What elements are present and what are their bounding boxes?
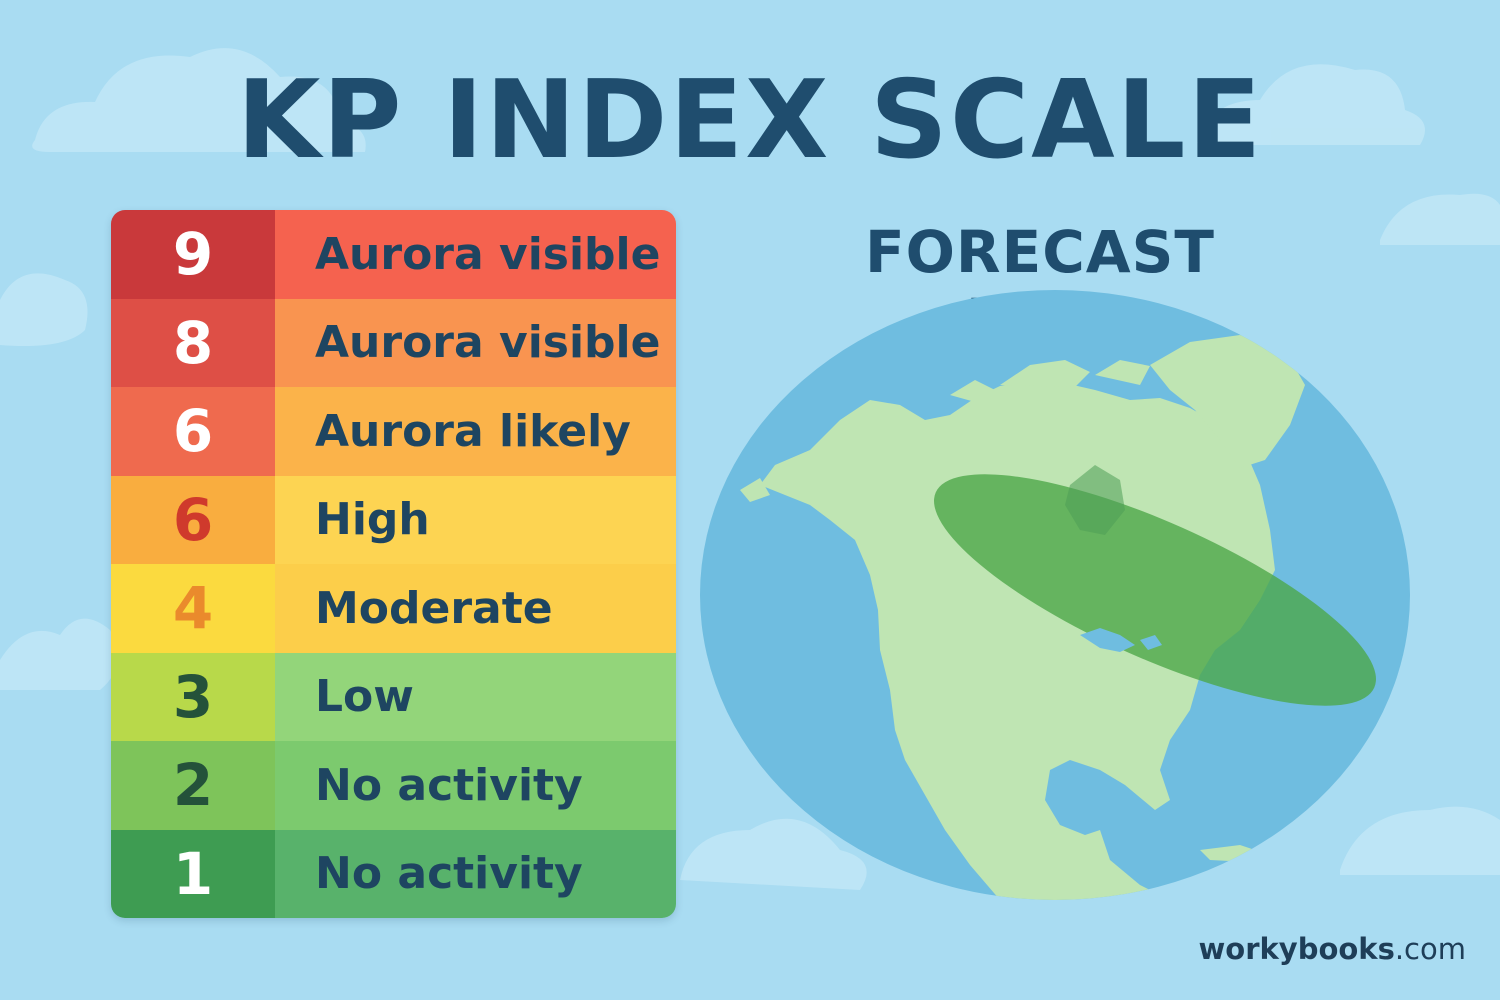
kp-row: 6 High bbox=[111, 475, 676, 564]
kp-row: 3 Low bbox=[111, 652, 676, 741]
kp-label: High bbox=[275, 475, 676, 564]
kp-value: 4 bbox=[111, 564, 275, 653]
kp-label: Aurora likely bbox=[275, 387, 676, 476]
site-tld: .com bbox=[1394, 932, 1466, 966]
kp-label: Low bbox=[275, 652, 676, 741]
cloud-left-lower bbox=[0, 618, 118, 690]
kp-label: Aurora visible bbox=[275, 298, 676, 387]
cloud-top-left bbox=[32, 48, 366, 152]
great-lakes bbox=[1080, 628, 1162, 652]
kp-row: 6 Aurora likely bbox=[111, 387, 676, 476]
site-credit: workybooks.com bbox=[1180, 932, 1466, 966]
kp-value: 8 bbox=[111, 298, 275, 387]
kp-scale-table: 9 Aurora visible 8 Aurora visible 6 Auro… bbox=[111, 210, 676, 918]
forecast-globe-map bbox=[700, 290, 1410, 900]
kp-value: 9 bbox=[111, 210, 275, 299]
alaska-west bbox=[740, 478, 770, 502]
greenland bbox=[1150, 335, 1305, 468]
kp-row: 1 No activity bbox=[111, 829, 676, 918]
kp-value: 1 bbox=[111, 829, 275, 918]
kp-label: Aurora visible bbox=[275, 210, 676, 299]
kp-row: 4 Moderate bbox=[111, 564, 676, 653]
cloud-bottom-right bbox=[1340, 806, 1500, 875]
kp-row: 2 No activity bbox=[111, 741, 676, 830]
arctic-islands bbox=[950, 360, 1150, 402]
kp-label: Moderate bbox=[275, 564, 676, 653]
kp-row: 9 Aurora visible bbox=[111, 210, 676, 299]
kp-value: 2 bbox=[111, 741, 275, 830]
site-name: workybooks bbox=[1198, 932, 1395, 966]
cloud-top-right bbox=[1197, 64, 1425, 145]
page-title: KP INDEX SCALE bbox=[236, 58, 1264, 183]
kp-row: 8 Aurora visible bbox=[111, 298, 676, 387]
kp-value: 6 bbox=[111, 387, 275, 476]
kp-label: No activity bbox=[275, 829, 676, 918]
cloud-bottom-center bbox=[680, 818, 867, 890]
cloud-right-upper bbox=[1380, 193, 1500, 245]
cloud-left-middle bbox=[0, 273, 88, 346]
kp-label: No activity bbox=[275, 741, 676, 830]
aurora-oval bbox=[934, 474, 1376, 706]
kp-value: 6 bbox=[111, 475, 275, 564]
hudson-bay bbox=[1065, 465, 1125, 535]
kp-value: 3 bbox=[111, 652, 275, 741]
